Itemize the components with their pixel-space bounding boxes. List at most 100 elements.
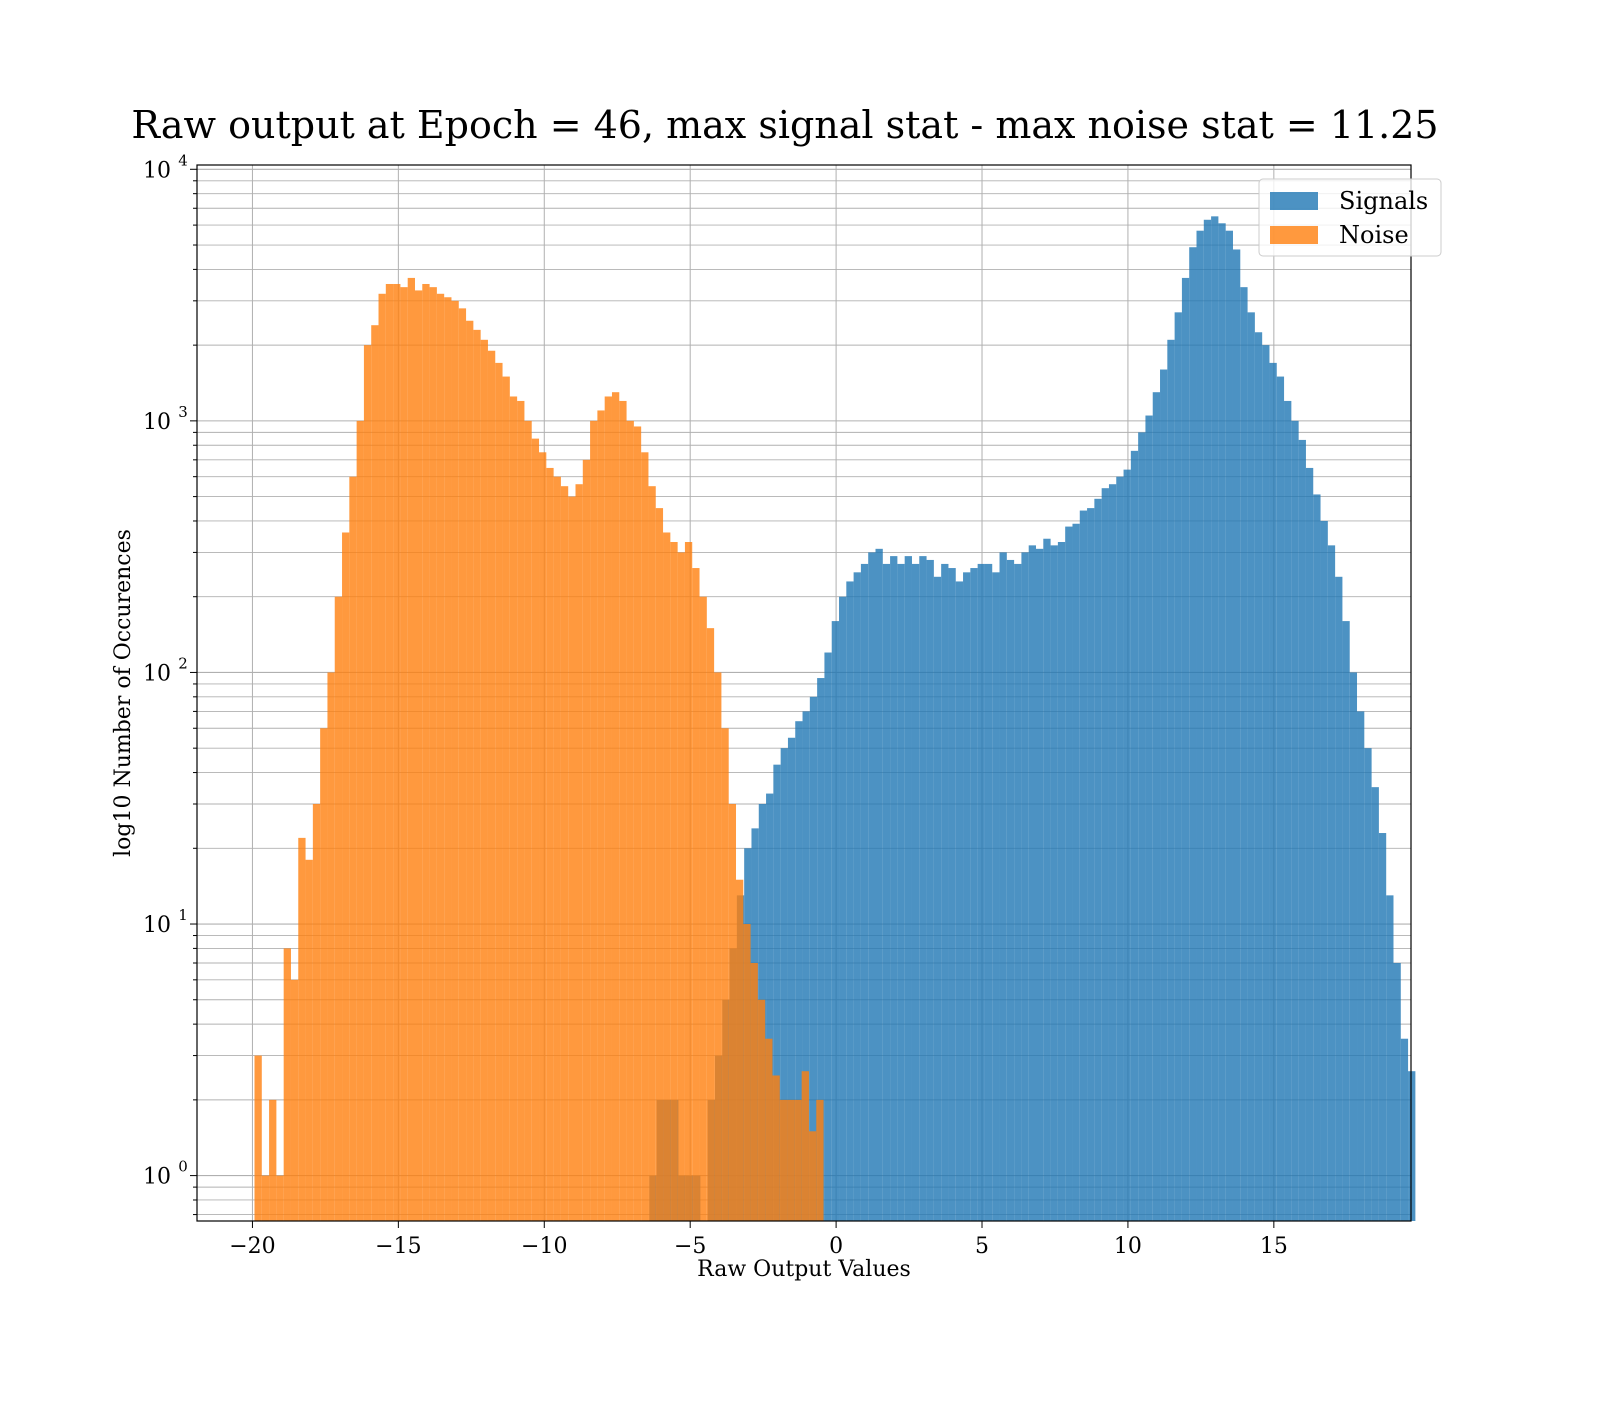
noise-bar: [466, 320, 474, 1221]
y-tick-label: 10: [143, 410, 171, 435]
signals-bar: [1364, 748, 1372, 1221]
signals-bar: [795, 721, 803, 1221]
noise-bar: [626, 420, 634, 1221]
noise-bar: [276, 1175, 284, 1221]
x-tick-label: 10: [1114, 1234, 1142, 1259]
signals-bar: [1298, 439, 1306, 1221]
signals-bar: [809, 696, 818, 1221]
noise-bar: [801, 1071, 809, 1221]
y-tick-exponent: 1: [178, 906, 188, 924]
signals-bar: [1108, 484, 1117, 1221]
y-tick-label: 10: [143, 661, 171, 686]
signals-bar: [787, 737, 796, 1221]
noise-bar: [641, 452, 649, 1221]
noise-bar: [772, 1075, 780, 1221]
legend-label-noise: Noise: [1339, 221, 1409, 249]
signals-bar: [1123, 469, 1131, 1221]
noise-bar: [342, 532, 350, 1221]
signals-bar: [1232, 249, 1241, 1222]
noise-bar: [298, 837, 306, 1221]
noise-bar: [590, 420, 598, 1221]
signals-bar: [1014, 563, 1022, 1221]
x-axis-label: Raw Output Values: [697, 1257, 911, 1282]
noise-bar: [743, 924, 751, 1221]
signals-bar: [780, 748, 788, 1221]
noise-bar: [779, 1099, 788, 1221]
signals-bar: [853, 572, 861, 1221]
noise-bar: [750, 962, 758, 1221]
signals-bar: [1196, 230, 1204, 1222]
signals-bar: [1247, 312, 1255, 1221]
noise-bar: [714, 672, 722, 1221]
signals-bar: [1065, 526, 1073, 1221]
signals-bar: [882, 563, 891, 1221]
signals-bar: [1357, 711, 1365, 1221]
noise-bar: [721, 728, 729, 1221]
signals-bar: [846, 581, 854, 1221]
signals-bar: [955, 581, 964, 1221]
noise-bar: [757, 999, 766, 1221]
noise-bar: [611, 392, 620, 1221]
noise-bar: [487, 350, 496, 1221]
signals-bar: [802, 711, 810, 1221]
signals-bar: [1240, 287, 1248, 1221]
signals-bar: [875, 548, 883, 1221]
noise-bar: [429, 287, 437, 1221]
noise-bar: [670, 541, 678, 1221]
signals-bar: [1211, 216, 1219, 1221]
signals-bar: [999, 552, 1007, 1221]
signals-bar: [773, 764, 781, 1221]
signals-bar: [948, 568, 956, 1221]
noise-bar: [604, 396, 612, 1222]
noise-bar: [349, 476, 357, 1222]
noise-bar: [546, 467, 554, 1221]
noise-bar: [677, 552, 685, 1221]
legend-label-signals: Signals: [1339, 187, 1428, 215]
noise-bar: [458, 308, 467, 1221]
noise-bar: [706, 628, 715, 1221]
noise-bar: [495, 362, 503, 1222]
y-tick-label: 10: [143, 913, 171, 938]
signals-bar: [1174, 312, 1182, 1221]
signals-bar: [1378, 833, 1387, 1221]
noise-bar: [290, 979, 299, 1221]
noise-bar: [371, 325, 379, 1221]
x-tick-label: 15: [1260, 1234, 1288, 1259]
noise-bar: [385, 283, 394, 1221]
legend-swatch-signals: [1270, 192, 1318, 210]
signals-bar: [1145, 415, 1153, 1221]
noise-bar: [363, 345, 372, 1222]
noise-bar: [553, 476, 561, 1222]
signals-bar: [984, 563, 993, 1221]
noise-bar: [794, 1099, 802, 1221]
noise-bar: [582, 459, 591, 1222]
signals-bar: [963, 572, 971, 1221]
noise-bar: [436, 293, 445, 1222]
signals-bar: [1393, 962, 1401, 1221]
signals-bar: [1400, 1038, 1409, 1221]
signals-bar: [1130, 450, 1139, 1221]
signals-bar: [868, 552, 876, 1221]
signals-bar: [897, 563, 905, 1221]
noise-bar: [692, 568, 700, 1221]
signals-bar: [911, 563, 920, 1221]
noise-bar: [575, 484, 583, 1221]
signals-bar: [1101, 488, 1109, 1221]
noise-bar: [560, 486, 569, 1221]
noise-bar: [509, 396, 518, 1222]
signals-bar: [766, 793, 774, 1221]
signals-bar: [1254, 332, 1263, 1222]
noise-bar: [393, 283, 401, 1221]
signals-bar: [1021, 552, 1029, 1221]
signals-bar: [1138, 432, 1146, 1221]
noise-bar: [422, 283, 430, 1221]
signals-bar: [1152, 392, 1161, 1221]
signals-bar: [824, 652, 832, 1221]
noise-bar: [261, 1175, 270, 1221]
noise-bar: [524, 420, 532, 1221]
y-tick-label: 10: [143, 1165, 171, 1190]
x-tick-label: 5: [975, 1234, 989, 1259]
noise-bar: [378, 293, 386, 1222]
noise-bar: [327, 672, 335, 1221]
signals-bar: [1269, 362, 1277, 1222]
